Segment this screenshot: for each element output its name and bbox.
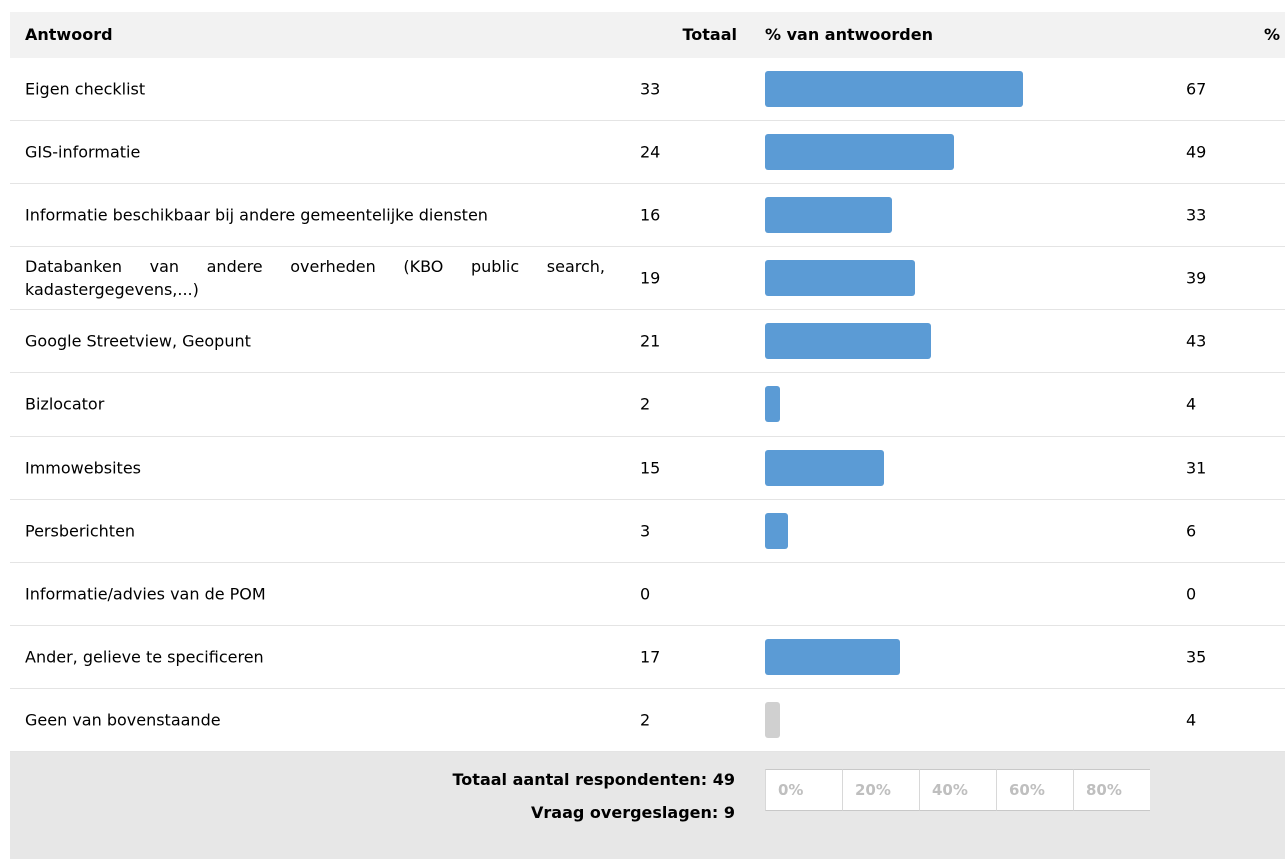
total-value: 3 [640,521,651,541]
skipped: Vraag overgeslagen: 9 [531,803,735,822]
percent-bar [765,386,781,423]
percent-bar [765,701,781,738]
total-value: 33 [640,79,661,99]
total-value: 15 [640,458,661,478]
total-value: 17 [640,647,661,667]
answer-label: Eigen checklist [25,79,146,99]
table-row: Eigen checklist 33 67 [10,58,1285,122]
answer-label: GIS-informatie [25,142,141,162]
percent-value: 0 [1186,584,1197,604]
percent-value: 4 [1186,710,1197,730]
table-row: Geen van bovenstaande 2 4 [10,689,1285,752]
total-value: 19 [640,268,661,288]
answer-label: Bizlocator [25,394,105,414]
scale-cell: 40% [919,769,996,811]
footer: Totaal aantal respondenten: 49 Vraag ove… [10,752,1285,859]
percent-bar [765,71,1023,108]
scale-cell: 60% [996,769,1073,811]
percent-value: 49 [1186,142,1207,162]
scale-label: 20% [855,781,891,799]
table-row: Persberichten 3 6 [10,500,1285,563]
table-row: Ander, gelieve te specificeren 17 35 [10,626,1285,689]
percent-bar [765,638,900,675]
percent-bar [765,197,893,234]
answer-label: Google Streetview, Geopunt [25,331,251,351]
table-row: Databanken van andere overheden (KBO pub… [10,247,1285,311]
answer-label: Databanken van andere overheden (KBO pub… [25,257,605,300]
header-answer: Antwoord [25,25,113,44]
total-value: 0 [640,584,651,604]
scale-cell: 80% [1073,769,1150,811]
total-value: 21 [640,331,661,351]
scale-label: 60% [1009,781,1045,799]
table-row: Informatie beschikbaar bij andere gemeen… [10,184,1285,248]
answer-label: Immowebsites [25,458,141,478]
total-value: 24 [640,142,661,162]
total-value: 16 [640,205,661,225]
scale-cell: 20% [842,769,919,811]
header-bar [10,12,1285,58]
percent-bar [765,449,885,486]
scale-label: 40% [932,781,968,799]
percent-value: 4 [1186,394,1197,414]
percent-value: 43 [1186,331,1207,351]
scale-label: 0% [778,781,804,799]
percent-bar [765,323,931,360]
answer-label: Geen van bovenstaande [25,710,221,730]
percent-value: 6 [1186,521,1197,541]
total-value: 2 [640,394,651,414]
header-total: Totaal [682,25,737,44]
table-row: Informatie/advies van de POM 0 0 [10,563,1285,626]
table-row: Google Streetview, Geopunt 21 43 [10,310,1285,374]
table-row: Bizlocator 2 4 [10,373,1285,437]
percent-bar [765,260,916,297]
header-percent-bar: % van antwoorden [765,25,933,44]
header-percent: % [1263,25,1280,44]
total-value: 2 [640,710,651,730]
percent-bar [765,134,954,171]
answer-label: Informatie/advies van de POM [25,584,266,604]
percent-bar [765,512,789,549]
answer-label: Persberichten [25,521,136,541]
percent-value: 31 [1186,458,1207,478]
table-row: Immowebsites 15 31 [10,437,1285,500]
percent-value: 67 [1186,79,1207,99]
percent-value: 33 [1186,205,1207,225]
scale-cell: 0% [765,769,842,811]
table-row: GIS-informatie 24 49 [10,121,1285,185]
answer-label: Ander, gelieve te specificeren [25,647,264,667]
respondents: Totaal aantal respondenten: 49 [452,770,735,789]
scale-label: 80% [1086,781,1122,799]
percent-value: 39 [1186,268,1207,288]
percent-value: 35 [1186,647,1207,667]
answer-label: Informatie beschikbaar bij andere gemeen… [25,205,488,225]
